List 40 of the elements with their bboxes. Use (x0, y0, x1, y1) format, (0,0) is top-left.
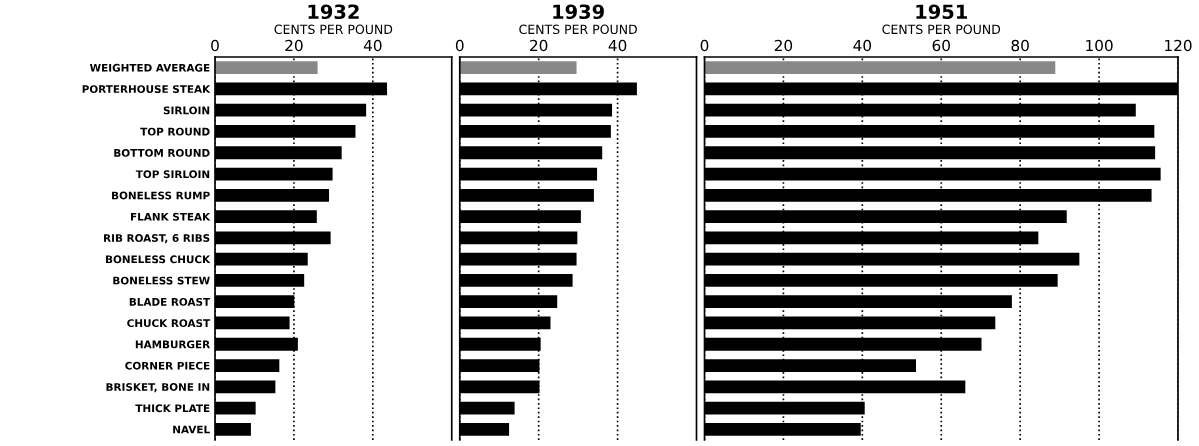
y-tick-label: THICK PLATE (135, 404, 210, 413)
y-tick-label: BRISKET, BONE IN (106, 383, 210, 393)
x-tick-label: 20 (285, 39, 303, 52)
x-tick-label: 0 (455, 39, 464, 52)
y-tick-label: PORTERHOUSE STEAK (82, 85, 211, 94)
y-tick-label: BLADE ROAST (129, 297, 211, 306)
x-tick-label: 20 (530, 39, 548, 52)
x-tick-label: 60 (932, 39, 950, 52)
y-tick-label: NAVEL (173, 425, 210, 434)
y-tick-label: BONELESS RUMP (112, 191, 210, 200)
y-tick-label: BONELESS CHUCK (106, 255, 211, 264)
bar (215, 61, 318, 75)
x-tick-label: 80 (1011, 39, 1029, 52)
y-tick-label: HAMBURGER (135, 340, 210, 349)
y-tick-label: CHUCK ROAST (127, 319, 211, 328)
x-tick-label: 100 (1086, 39, 1113, 52)
y-tick-label: FLANK STEAK (131, 212, 211, 221)
chart-title: 1951 (916, 4, 967, 20)
y-tick-label: BOTTOM ROUND (114, 148, 210, 157)
y-tick-label: TOP ROUND (140, 127, 210, 136)
x-axis-title: CENTS PER POUND (882, 24, 1001, 35)
x-tick-label: 40 (853, 39, 872, 52)
bar (459, 61, 577, 75)
chart-title: 1939 (553, 4, 604, 20)
y-tick-label: WEIGHTED AVERAGE (89, 63, 210, 72)
x-tick-label: 120 (1165, 39, 1192, 52)
x-tick-label: 0 (700, 39, 709, 52)
y-tick-label: RIB ROAST, 6 RIBS (104, 234, 210, 244)
y-tick-label: CORNER PIECE (125, 361, 210, 370)
bar (704, 61, 1056, 75)
chart-title: 1932 (308, 4, 359, 20)
y-tick-label: BONELESS STEW (113, 276, 210, 285)
x-tick-label: 0 (211, 39, 219, 52)
x-axis-title: CENTS PER POUND (274, 24, 393, 35)
x-tick-label: 40 (363, 39, 382, 52)
x-tick-label: 20 (774, 39, 793, 52)
x-axis-title: CENTS PER POUND (519, 24, 637, 35)
y-tick-label: TOP SIRLOIN (135, 170, 210, 179)
x-tick-label: 40 (608, 39, 627, 52)
y-tick-label: SIRLOIN (163, 106, 210, 115)
